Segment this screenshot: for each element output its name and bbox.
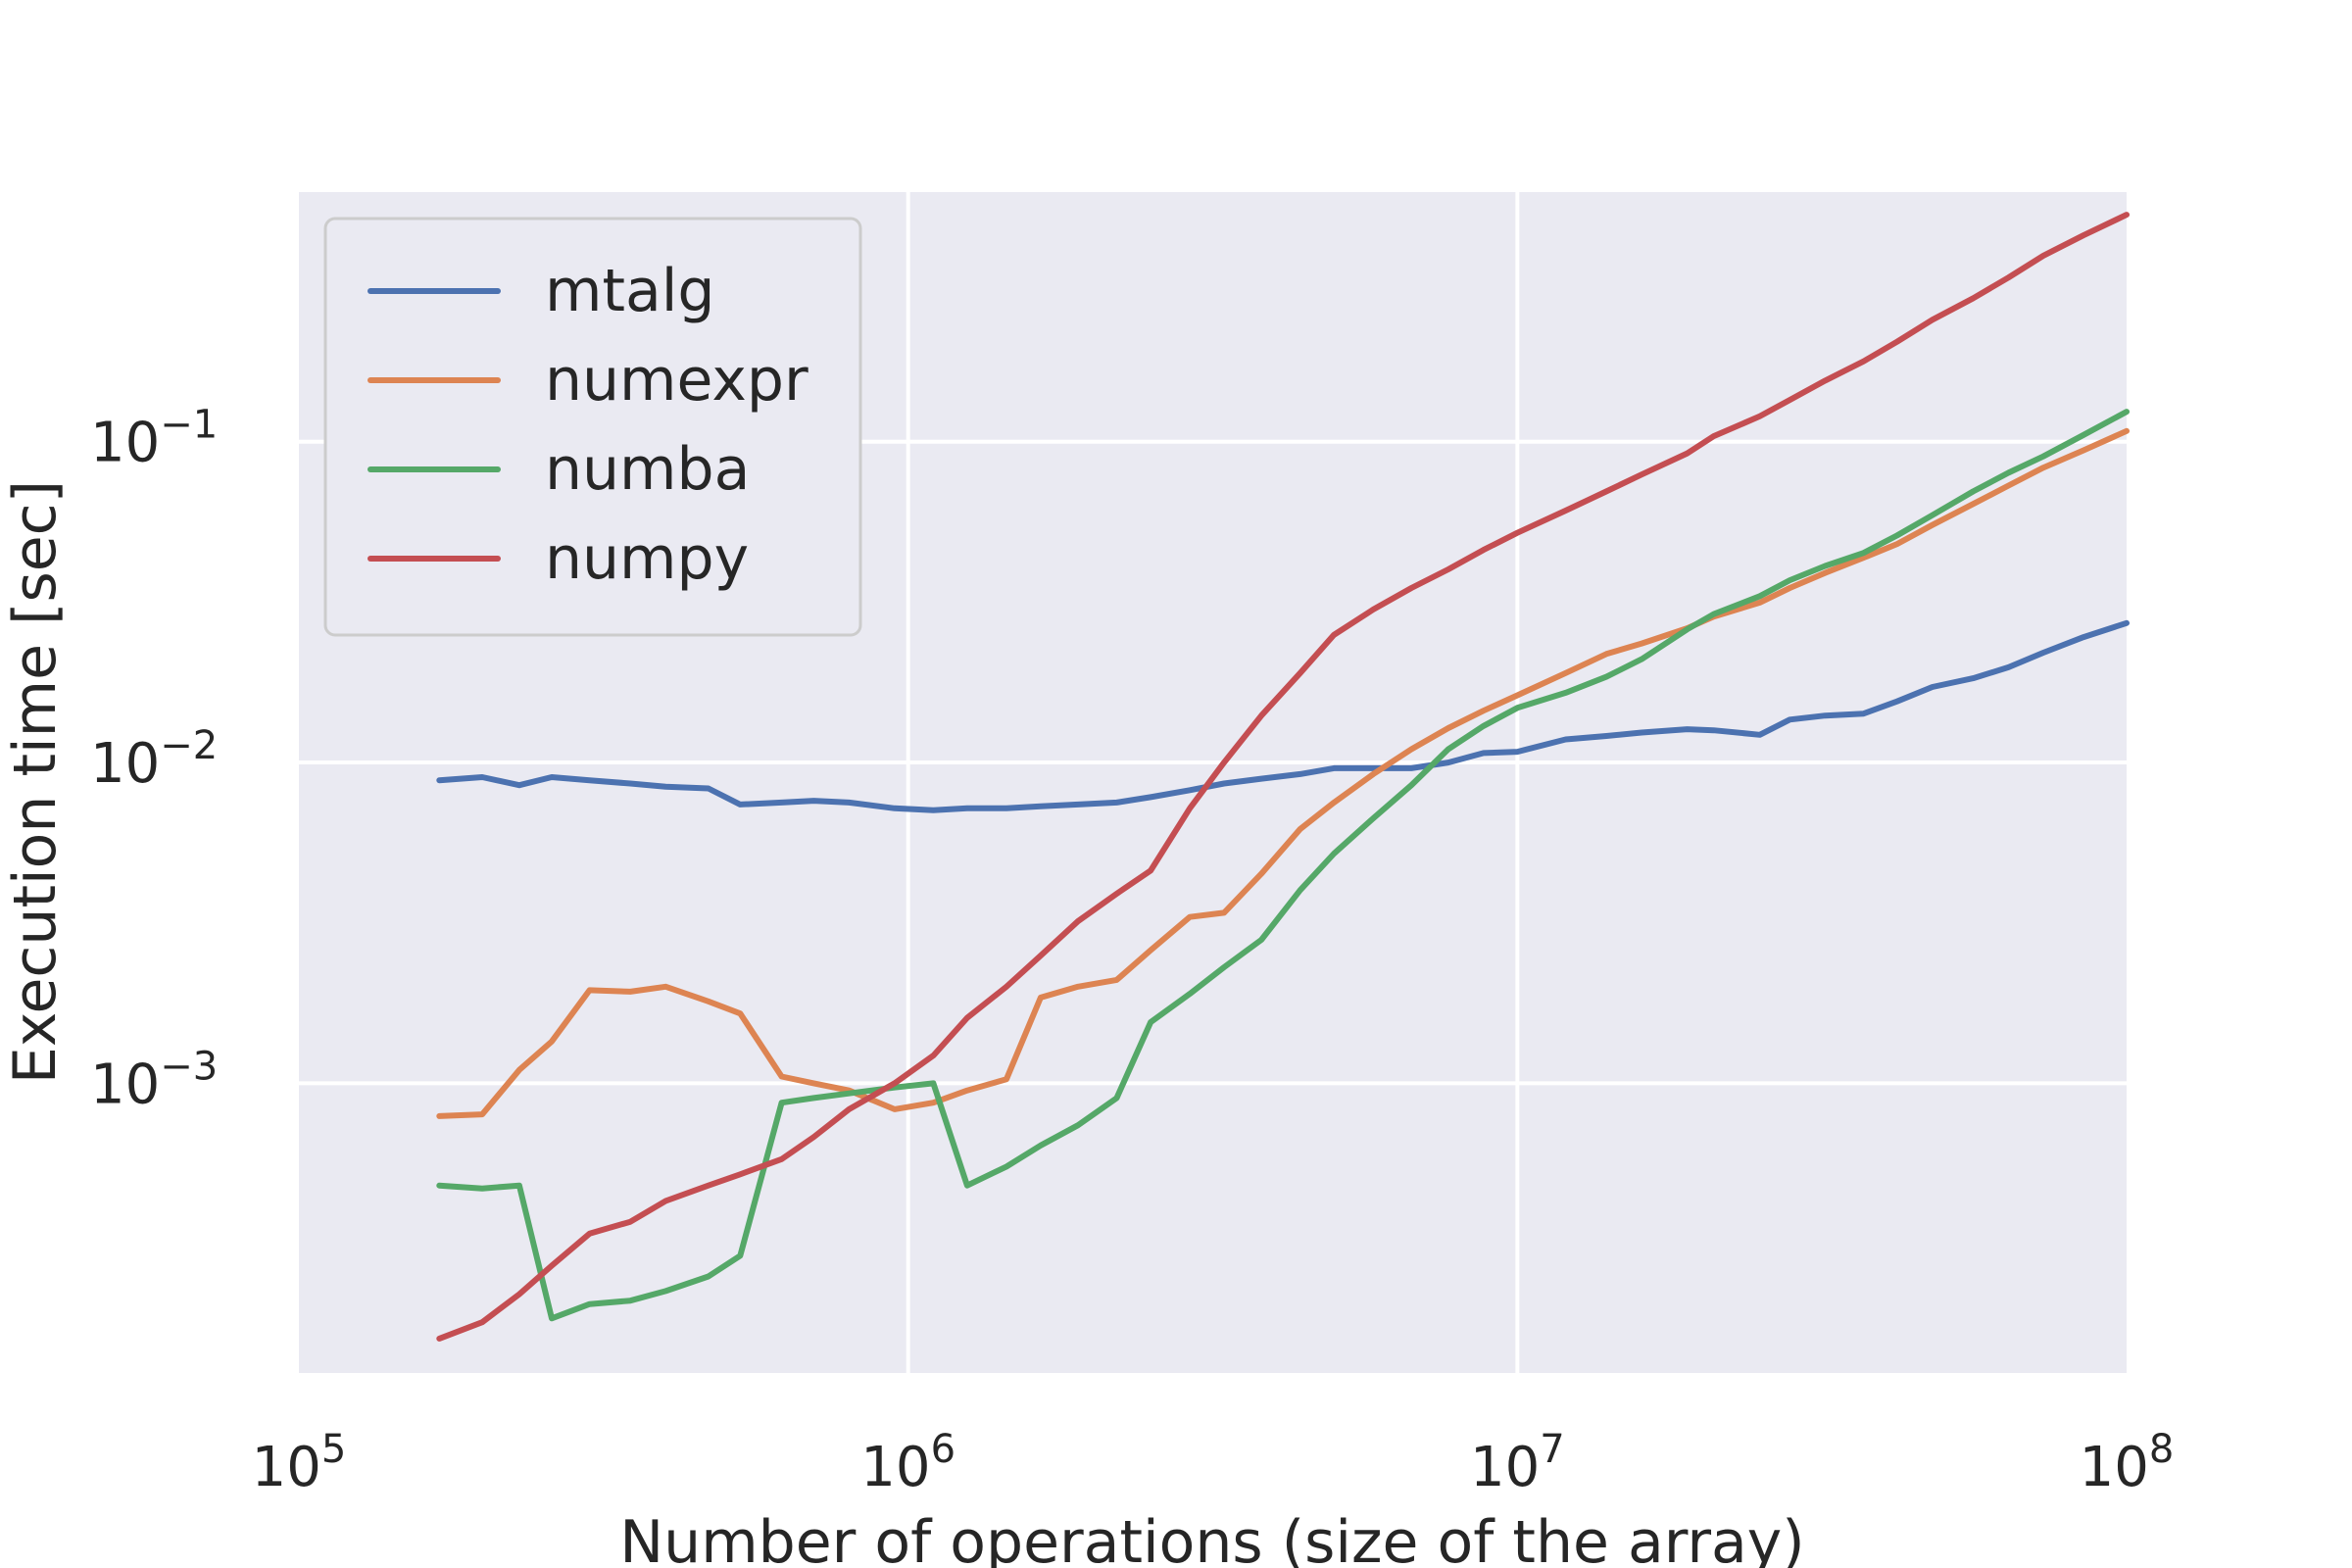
x-axis-label: Number of operations (size of the array) xyxy=(619,1508,1804,1568)
x-tick-label: 107 xyxy=(1470,1427,1565,1499)
x-tick-label: 105 xyxy=(252,1427,347,1499)
y-axis-ticks: 10−3 10−2 10−1 xyxy=(90,403,218,1117)
legend: mtalg numexpr numba numpy xyxy=(323,217,862,637)
y-tick-label: 10−1 xyxy=(90,403,218,475)
y-tick-label: 10−3 xyxy=(90,1044,218,1116)
y-axis-label: Execution time [sec] xyxy=(1,480,70,1084)
x-axis-ticks: 105 106 107 108 xyxy=(252,1427,2175,1499)
grid-lines xyxy=(299,192,2127,1373)
x-tick-label: 108 xyxy=(2080,1427,2175,1499)
series-line-numexpr xyxy=(436,427,2130,1119)
series-line-numpy xyxy=(436,212,2130,1342)
x-tick-label: 106 xyxy=(860,1427,956,1499)
y-tick-label: 10−2 xyxy=(90,723,218,796)
legend-label-numba: numba xyxy=(545,435,750,504)
series-line-mtalg xyxy=(436,619,2130,813)
legend-label-numpy: numpy xyxy=(545,524,749,593)
legend-box xyxy=(323,217,862,637)
legend-label-numexpr: numexpr xyxy=(545,346,808,415)
legend-label-mtalg: mtalg xyxy=(545,257,715,325)
series-line-numba xyxy=(436,409,2130,1322)
series-layer xyxy=(436,212,2130,1342)
